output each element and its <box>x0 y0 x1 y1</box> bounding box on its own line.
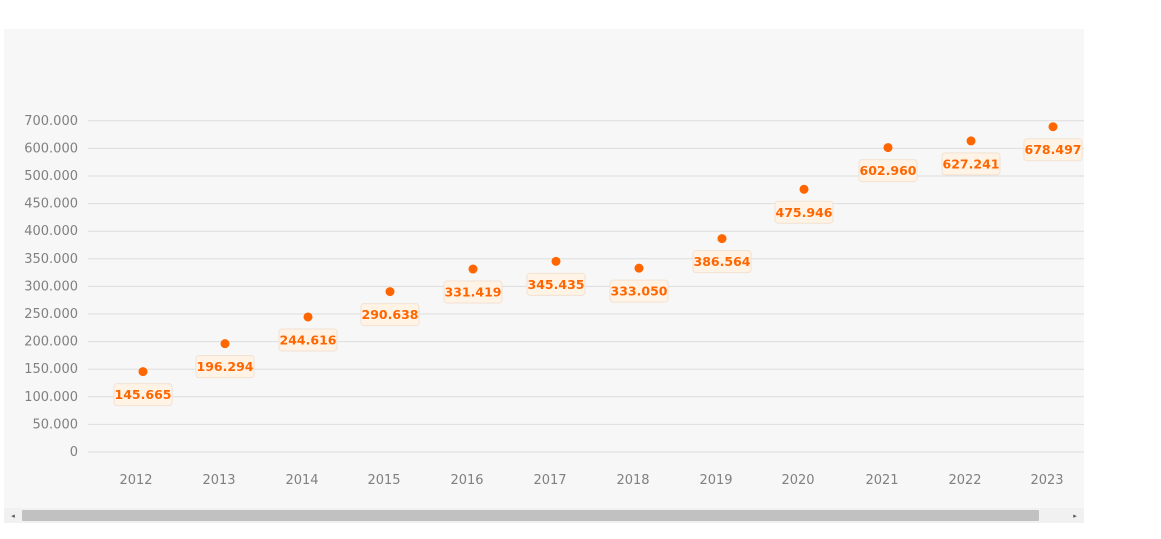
data-label-bg <box>113 383 173 407</box>
x-tick-label: 2023 <box>1030 473 1063 488</box>
data-point[interactable] <box>634 263 644 273</box>
y-tick-label: 400.000 <box>24 224 78 239</box>
data-label: 475.946 <box>774 200 834 224</box>
data-label: 145.665 <box>113 383 173 407</box>
x-tick-label: 2018 <box>616 473 649 488</box>
chart-panel: 0 50.000 100.000 150.000 200.000 250.000 300.0… <box>4 29 1084 523</box>
y-tick-label: 700.000 <box>24 114 78 129</box>
data-point[interactable] <box>468 264 478 274</box>
data-label: 244.616 <box>278 328 338 352</box>
data-label-text: 333.050 <box>611 284 668 299</box>
data-point[interactable] <box>799 184 809 194</box>
data-label-text: 145.665 <box>115 387 172 402</box>
data-point[interactable] <box>385 287 395 297</box>
y-tick-label: 300.000 <box>24 279 78 294</box>
data-label: 602.960 <box>858 159 918 183</box>
data-label-bg <box>443 280 503 304</box>
y-tick-label: 250.000 <box>24 307 78 322</box>
data-label-text: 331.419 <box>445 285 502 300</box>
x-tick-label: 2020 <box>781 473 814 488</box>
data-label: 331.419 <box>443 280 503 304</box>
scrollbar-thumb[interactable] <box>22 510 1039 521</box>
scroll-right-arrow-icon[interactable]: ▸ <box>1073 511 1077 520</box>
y-tick-label: 50.000 <box>33 417 79 432</box>
data-labels: 145.665 196.294 244.616 290.638 331.419 345.4… <box>113 138 1083 407</box>
x-tick-label: 2012 <box>119 473 152 488</box>
x-tick-label: 2015 <box>367 473 400 488</box>
data-label-bg <box>774 200 834 224</box>
y-tick-label: 350.000 <box>24 252 78 267</box>
data-point[interactable] <box>966 136 976 146</box>
y-tick-label: 100.000 <box>24 390 78 405</box>
data-point[interactable] <box>883 143 893 153</box>
scroll-left-arrow-icon[interactable]: ◂ <box>11 511 15 520</box>
data-label: 333.050 <box>609 279 669 303</box>
horizontal-scrollbar[interactable]: ◂ ▸ <box>4 508 1084 523</box>
data-point[interactable] <box>138 367 148 377</box>
data-label-bg <box>360 303 420 327</box>
x-tick-label: 2022 <box>948 473 981 488</box>
y-tick-label: 0 <box>70 445 78 460</box>
data-label-bg <box>941 152 1001 176</box>
data-points <box>138 122 1058 377</box>
y-tick-label: 500.000 <box>24 169 78 184</box>
x-tick-label: 2014 <box>285 473 318 488</box>
data-label-bg <box>195 355 255 379</box>
data-label-text: 244.616 <box>280 332 337 347</box>
data-label-text: 386.564 <box>694 254 751 269</box>
data-label: 627.241 <box>941 152 1001 176</box>
data-label: 386.564 <box>692 250 752 274</box>
y-tick-label: 600.000 <box>24 141 78 156</box>
data-label-bg <box>692 250 752 274</box>
chart-svg: 0 50.000 100.000 150.000 200.000 250.000 300.0… <box>24 114 1084 488</box>
x-tick-label: 2021 <box>865 473 898 488</box>
data-label: 290.638 <box>360 303 420 327</box>
y-tick-label: 150.000 <box>24 362 78 377</box>
data-label-bg <box>609 279 669 303</box>
x-tick-label: 2016 <box>450 473 483 488</box>
x-tick-label: 2019 <box>699 473 732 488</box>
data-label-text: 475.946 <box>776 205 833 220</box>
data-label-text: 290.638 <box>362 307 419 322</box>
y-axis-ticks: 0 50.000 100.000 150.000 200.000 250.000 300.0… <box>24 114 78 460</box>
x-tick-label: 2017 <box>533 473 566 488</box>
data-label-text: 602.960 <box>860 163 917 178</box>
y-tick-label: 450.000 <box>24 197 78 212</box>
data-point[interactable] <box>220 339 230 349</box>
y-tick-label: 200.000 <box>24 335 78 350</box>
data-label-text: 196.294 <box>197 359 254 374</box>
data-point[interactable] <box>717 234 727 244</box>
x-tick-label: 2013 <box>202 473 235 488</box>
data-label-bg <box>526 272 586 296</box>
data-label-bg <box>858 159 918 183</box>
data-label-bg <box>1023 138 1083 162</box>
data-point[interactable] <box>1048 122 1058 132</box>
data-label-text: 627.241 <box>943 156 1000 171</box>
data-label: 678.497 <box>1023 138 1083 162</box>
grid-layer <box>88 120 1084 453</box>
data-point[interactable] <box>551 256 561 266</box>
data-label: 345.435 <box>526 272 586 296</box>
data-label-text: 345.435 <box>528 277 585 292</box>
data-label-bg <box>278 328 338 352</box>
data-label-text: 678.497 <box>1025 142 1082 157</box>
x-axis-ticks: 2012 2013 2014 2015 2016 2017 2018 2019 2020 2021… <box>119 473 1063 488</box>
data-point[interactable] <box>303 312 313 322</box>
data-label: 196.294 <box>195 355 255 379</box>
